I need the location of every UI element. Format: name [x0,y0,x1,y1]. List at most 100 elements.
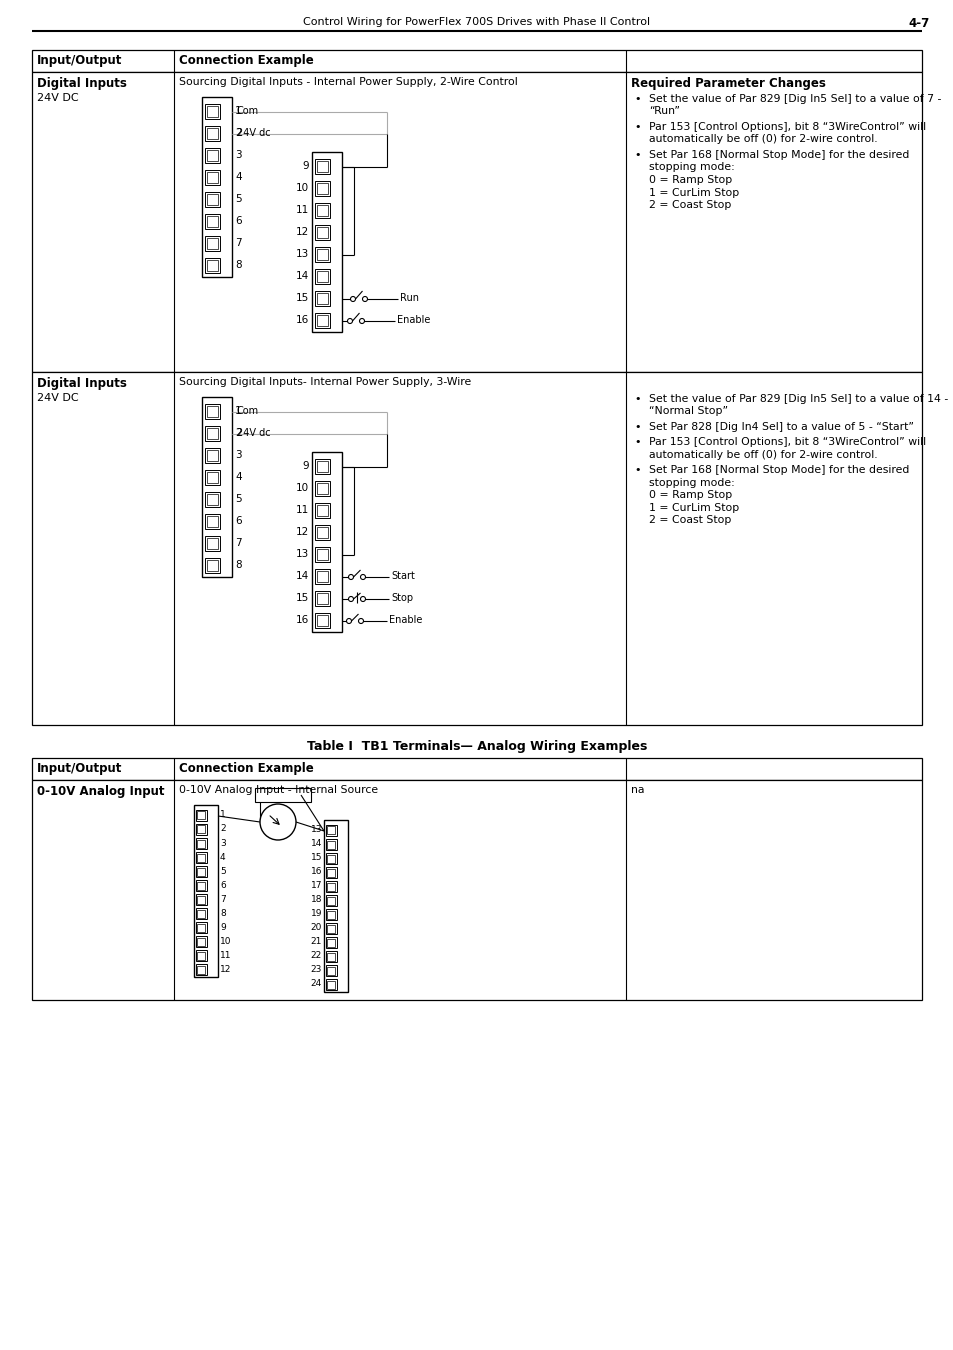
Bar [32,50,921,72]
Bar [316,161,328,171]
Text: Sourcing Digital Inputs- Internal Power Supply, 3-Wire: Sourcing Digital Inputs- Internal Power … [179,377,471,387]
Text: 9: 9 [302,460,309,471]
Bar [205,170,220,185]
Text: 15: 15 [295,593,309,603]
Bar [327,910,335,918]
Bar [32,780,921,1000]
Text: 21: 21 [311,937,322,946]
Text: •: • [634,423,639,432]
Text: 6: 6 [234,516,241,526]
Bar [327,826,335,834]
Bar [205,215,220,230]
Bar [316,505,328,516]
Bar [205,491,220,508]
Bar [316,227,328,238]
Text: 24V dc: 24V dc [236,128,271,138]
Bar [205,258,220,273]
Text: 18: 18 [310,895,322,905]
Bar [327,868,335,876]
Bar [207,472,218,483]
Bar [207,261,218,271]
Bar [205,104,220,119]
Bar [195,824,207,836]
Text: Enable: Enable [389,616,422,625]
Text: •: • [634,95,639,104]
Bar [205,514,220,529]
Bar [205,448,220,463]
Bar [195,810,207,821]
Text: 8: 8 [220,909,226,918]
Text: 0 = Ramp Stop: 0 = Ramp Stop [648,490,732,501]
Circle shape [260,805,295,840]
Text: Input/Output: Input/Output [37,761,122,775]
Bar [202,397,232,576]
Bar [205,427,220,441]
Text: 5: 5 [220,867,226,876]
Text: 15: 15 [310,853,322,863]
Bar [205,236,220,251]
Text: Control Wiring for PowerFlex 700S Drives with Phase II Control: Control Wiring for PowerFlex 700S Drives… [303,18,650,27]
Text: 15: 15 [295,293,309,302]
Text: 0-10V Analog Input: 0-10V Analog Input [37,784,164,798]
Text: “Run”: “Run” [648,107,679,116]
Bar [316,315,328,325]
Bar [205,126,220,140]
Bar [326,895,336,906]
Text: Connection Example: Connection Example [179,761,314,775]
Bar [32,757,921,780]
Text: •: • [634,394,639,404]
Bar [205,192,220,207]
Text: 13: 13 [295,248,309,259]
Text: 20: 20 [311,923,322,933]
Text: 6: 6 [234,216,241,225]
Bar [195,880,207,891]
Bar [326,882,336,892]
Text: 17: 17 [310,882,322,891]
Text: 12: 12 [295,227,309,238]
Bar [314,159,330,174]
Text: 11: 11 [295,205,309,215]
Bar [316,248,328,261]
Bar [207,216,218,227]
Bar [314,568,330,585]
Bar [207,150,218,161]
Text: Required Parameter Changes: Required Parameter Changes [630,77,825,90]
Bar [316,483,328,494]
Text: 10: 10 [295,184,309,193]
Bar [207,428,218,439]
Bar [327,953,335,960]
Text: 0-10V Analog Input - Internal Source: 0-10V Analog Input - Internal Source [179,784,377,795]
Text: Sourcing Digital Inputs - Internal Power Supply, 2-Wire Control: Sourcing Digital Inputs - Internal Power… [179,77,517,86]
Bar [32,72,921,373]
Bar [205,558,220,572]
Text: Start: Start [391,571,415,580]
Text: 5: 5 [234,194,241,204]
Bar [326,979,336,990]
Bar [195,922,207,933]
Bar [195,964,207,975]
Text: 22: 22 [311,952,322,960]
Text: “Normal Stop”: “Normal Stop” [648,406,727,417]
Bar [316,184,328,194]
Bar [314,613,330,628]
Bar [326,825,336,836]
Bar [314,247,330,262]
Text: 0 = Ramp Stop: 0 = Ramp Stop [648,176,732,185]
Text: 24V DC: 24V DC [37,393,78,404]
Circle shape [350,297,355,301]
Bar [195,936,207,946]
Text: 14: 14 [295,271,309,281]
Bar [314,547,330,562]
Bar [193,805,218,977]
Text: 23: 23 [311,965,322,975]
Text: 1 = CurLim Stop: 1 = CurLim Stop [648,188,739,197]
Text: Table I  TB1 Terminals— Analog Wiring Examples: Table I TB1 Terminals— Analog Wiring Exa… [307,740,646,753]
Text: Par 153 [Control Options], bit 8 “3WireControl” will: Par 153 [Control Options], bit 8 “3WireC… [648,437,925,447]
Bar [197,825,205,833]
Bar [326,937,336,948]
Bar [327,967,335,975]
Bar [205,148,220,163]
Bar [205,470,220,485]
Bar [207,539,218,549]
Text: Connection Example: Connection Example [179,54,314,68]
